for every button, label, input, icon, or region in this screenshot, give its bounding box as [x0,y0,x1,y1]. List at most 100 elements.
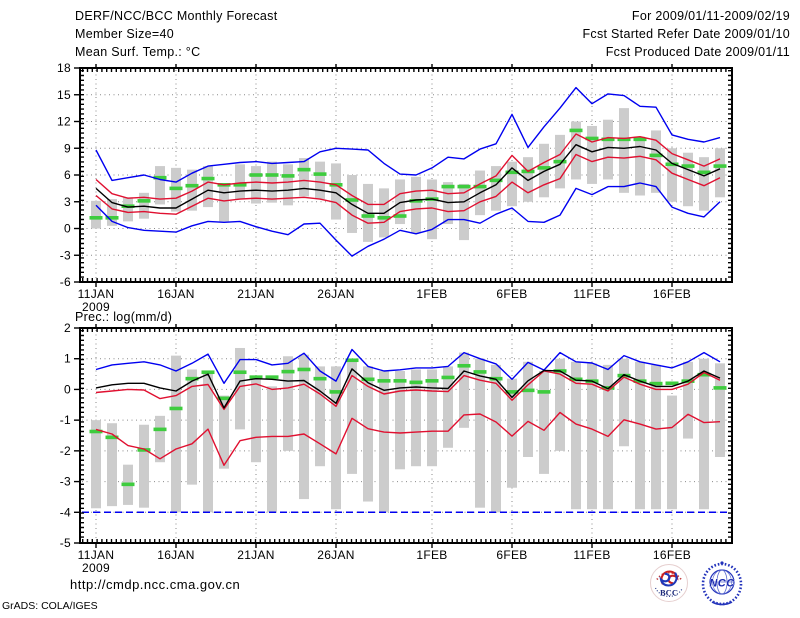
obs-mark [633,137,647,142]
obs-mark [553,159,567,164]
spread-bar [283,356,293,451]
x-tick-label: 21JAN [237,548,275,562]
y-tick-label: -1 [60,413,71,427]
y-tick-label: 0 [64,382,71,396]
lower-quartile-line [95,411,721,466]
obs-mark [89,429,103,434]
obs-mark [297,367,311,372]
spread-bar [555,358,565,451]
spread-bar [347,360,357,474]
spread-bar [235,347,245,430]
spread-bar [635,136,645,196]
ensemble-max-line [95,348,721,384]
obs-mark [233,183,247,187]
spread-bar [411,369,421,467]
bcc-swirl-icon [659,570,679,587]
spread-bar [107,199,117,226]
y-tick-label: 2 [64,321,71,335]
obs-mark [281,369,295,374]
obs-mark [537,166,551,170]
obs-mark [569,377,583,382]
y-tick-label: 3 [64,195,71,209]
spread-bar [587,363,597,510]
upper-quartile-line [95,133,721,206]
obs-mark [345,198,359,202]
y-axis: 2 1 0 -1 -2 -3 -4 -5 [60,321,80,550]
grads-credit: GrADS: COLA/IGES [2,600,98,612]
spread-bar [203,371,213,513]
y-tick-label: 0 [64,222,71,236]
spread-bar [331,366,341,510]
spread-bar [651,364,661,510]
spread-bar [379,371,389,513]
ensemble-spread-bars [91,347,725,513]
obs-mark [201,370,215,375]
obs-mark [329,390,343,394]
x-tick-label: 6FEB [496,548,527,562]
spread-bar [411,176,421,233]
obs-mark [393,379,407,383]
spread-bar [619,108,629,193]
spread-bar [267,386,277,513]
obs-mark [153,175,167,180]
spread-bar [507,378,517,488]
obs-mark [105,435,119,440]
obs-mark [281,174,295,178]
x-tick-label: 16JAN [157,287,195,301]
obs-mark [361,214,375,218]
obs-mark [393,214,407,218]
x-tick-label: 26JAN [317,287,355,301]
spread-bar [539,143,549,198]
bcc-label: BCC [660,588,678,598]
obs-mark [537,390,551,394]
obs-mark [713,164,727,168]
x-tick-label: 11JAN [78,287,115,301]
produced-date: Fcst Produced Date 2009/01/11 [605,45,790,59]
bcc-logo: BCC [650,564,688,602]
upper-quartile-line [95,370,721,411]
y-tick-label: 9 [64,141,71,155]
obs-mark [313,172,327,176]
spread-bar [315,161,325,200]
obs-mark [409,380,423,385]
y-tick-label: -4 [60,505,71,519]
obs-mark [265,173,279,177]
spread-bar [171,355,181,513]
spread-bar [187,369,197,485]
spread-bar [619,358,629,447]
obs-mark [249,375,263,379]
obs-mark [185,183,199,188]
obs-mark [441,375,455,380]
ensemble-mean-line [95,368,721,409]
obs-mark [121,204,135,209]
y-tick-label: 18 [57,61,71,75]
x-tick-label: 11FEB [573,287,610,301]
spread-bar [251,376,261,463]
obs-mark [665,381,679,386]
obs-mark [217,396,231,401]
obs-mark [137,448,151,452]
obs-mark [233,370,247,375]
spread-bar [523,157,533,202]
spread-bar [395,179,405,225]
y-tick-label: 6 [64,168,71,182]
spread-bar [715,148,725,198]
x-tick-label: 1FEB [416,287,447,301]
spread-bar [587,125,597,184]
obs-mark [505,170,519,175]
obs-mark [361,377,375,382]
spread-bar [699,157,709,211]
spread-bar [251,166,261,204]
y-tick-label: 12 [57,115,71,129]
y-tick-label: 15 [57,88,71,102]
spread-bar [699,358,709,510]
ncc-wreath-stem-icon [711,601,733,606]
obs-mark [649,381,663,386]
ensemble-min-line [95,182,721,257]
obs-mark [697,170,711,175]
obs-mark [585,136,599,141]
